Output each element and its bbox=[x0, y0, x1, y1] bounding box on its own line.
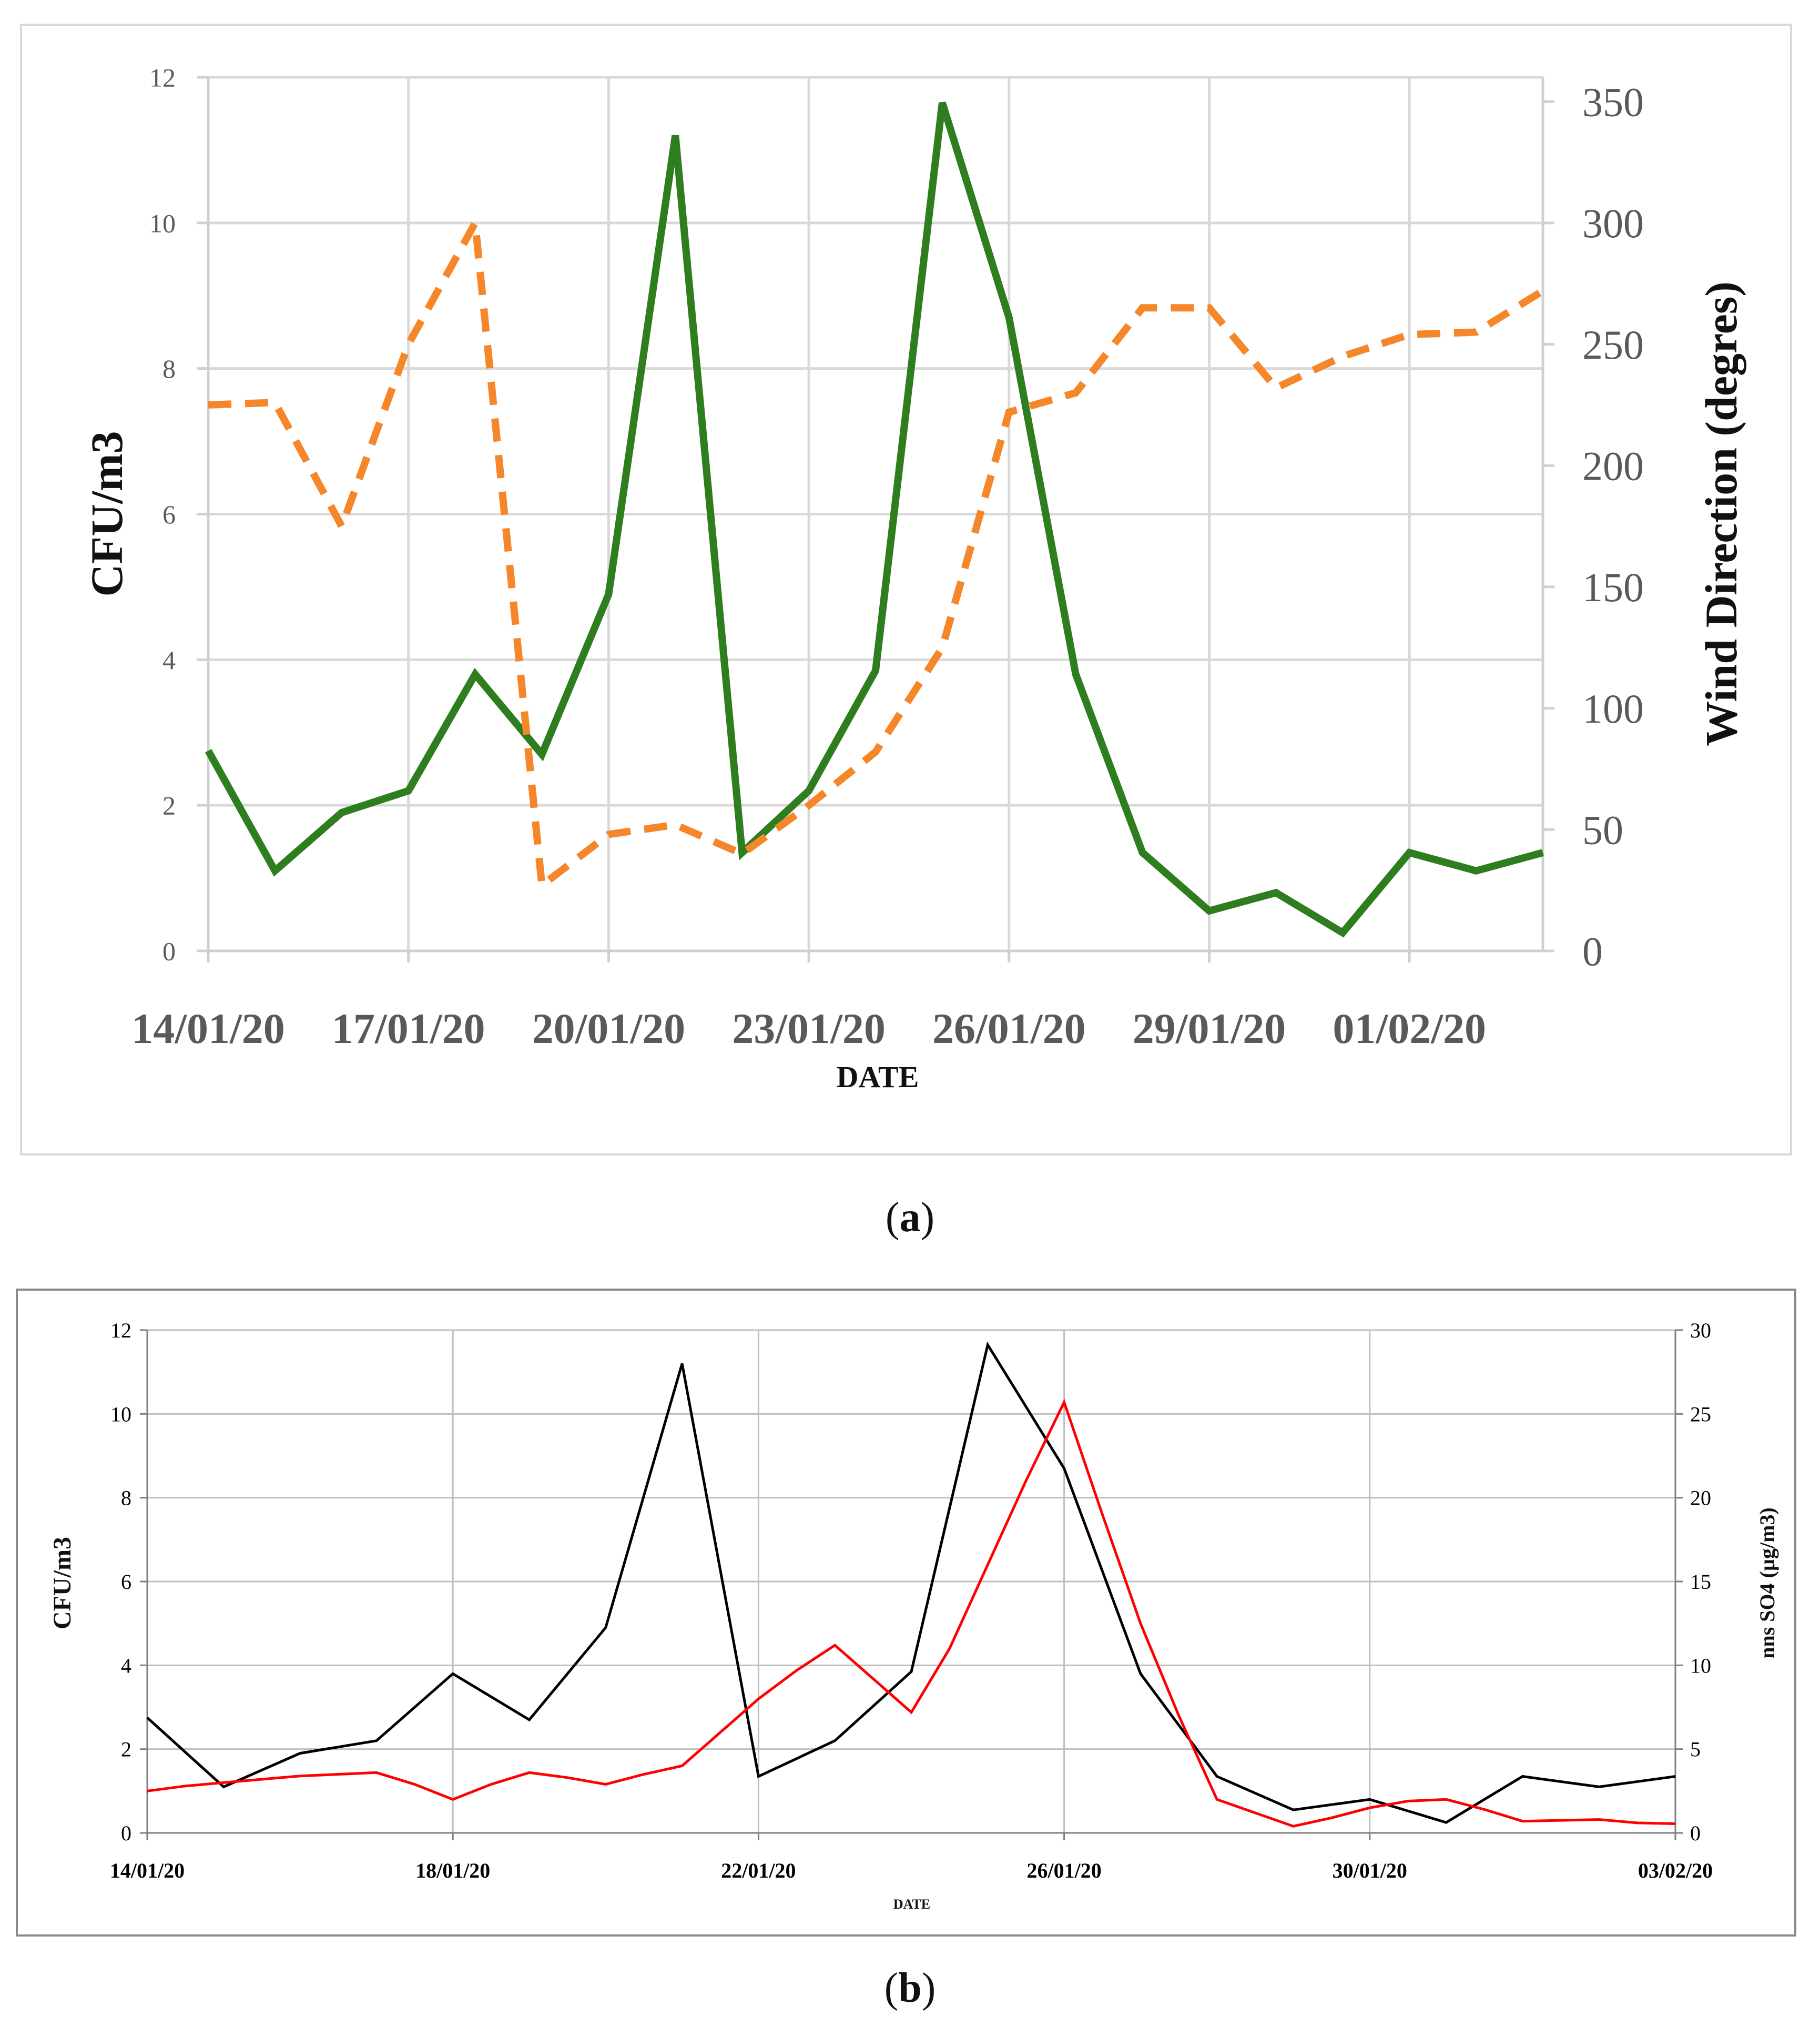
y2-tick-label: 300 bbox=[1582, 200, 1644, 246]
y-tick-label: 12 bbox=[110, 1319, 131, 1342]
y2-tick-label: 350 bbox=[1582, 79, 1644, 125]
caption-b: (b) bbox=[884, 1965, 936, 2011]
x-tick-label: 29/01/20 bbox=[1133, 1005, 1286, 1052]
y2-tick-label: 250 bbox=[1582, 322, 1644, 368]
y-tick-label: 6 bbox=[162, 500, 176, 529]
series-line-left bbox=[146, 1341, 1676, 1824]
x-tick-label: 26/01/20 bbox=[1026, 1859, 1101, 1882]
y-tick-label: 8 bbox=[121, 1486, 131, 1510]
x-axis-title: DATE bbox=[893, 1897, 930, 1912]
y2-tick-label: 30 bbox=[1690, 1319, 1711, 1342]
x-tick-label: 23/01/20 bbox=[732, 1005, 886, 1052]
y-tick-label: 2 bbox=[121, 1738, 131, 1761]
y2-axis-title: Wind Direction (degres) bbox=[1696, 281, 1746, 746]
chart-b-svg: 0 2 4 6 8 10 12 0 5 10 15 20 25 30 14/01/20 18/01/20 22/… bbox=[48, 1319, 1779, 1912]
y-tick-label: 10 bbox=[110, 1402, 131, 1426]
y-tick-label: 10 bbox=[149, 208, 176, 238]
chart-a-svg: 0 2 4 6 8 10 12 0 50 100 150 200 250 300 350 14/01/20 17… bbox=[82, 63, 1746, 1094]
y2-tick-label: 0 bbox=[1582, 928, 1603, 974]
y2-tick-label: 100 bbox=[1582, 686, 1644, 732]
x-tick-label: 20/01/20 bbox=[532, 1005, 686, 1052]
chart-panel-b: 0 2 4 6 8 10 12 0 5 10 15 20 25 30 14/01/20 18/01/20 22/… bbox=[16, 1289, 1796, 1937]
y-tick-label: 12 bbox=[149, 63, 176, 93]
chart-panel-a: 0 2 4 6 8 10 12 0 50 100 150 200 250 300 350 14/01/20 17… bbox=[20, 24, 1792, 1156]
y2-tick-label: 150 bbox=[1582, 564, 1644, 610]
y2-tick-label: 15 bbox=[1690, 1570, 1711, 1594]
y2-tick-label: 50 bbox=[1582, 807, 1623, 853]
x-tick-label: 03/02/20 bbox=[1638, 1859, 1713, 1882]
y2-axis-title: nns SO4 (µg/m3) bbox=[1755, 1507, 1779, 1659]
y-tick-label: 2 bbox=[162, 791, 176, 820]
y-axis-title: CFU/m3 bbox=[82, 431, 132, 596]
y2-tick-label: 25 bbox=[1690, 1402, 1711, 1426]
x-tick-label: 30/01/20 bbox=[1333, 1859, 1407, 1882]
y2-tick-label: 200 bbox=[1582, 443, 1644, 489]
x-tick-label: 14/01/20 bbox=[110, 1859, 185, 1882]
y2-tick-label: 5 bbox=[1690, 1738, 1701, 1761]
y2-tick-label: 0 bbox=[1690, 1821, 1701, 1845]
y-tick-label: 8 bbox=[162, 354, 176, 383]
y-tick-label: 0 bbox=[121, 1821, 131, 1845]
series-line-right bbox=[147, 1398, 1676, 1828]
x-tick-label: 14/01/20 bbox=[131, 1005, 285, 1052]
y2-tick-label: 10 bbox=[1690, 1654, 1711, 1677]
x-axis-title: DATE bbox=[837, 1060, 919, 1094]
y-axis-title: CFU/m3 bbox=[48, 1537, 76, 1629]
x-tick-label: 01/02/20 bbox=[1333, 1005, 1486, 1052]
x-tick-label: 22/01/20 bbox=[721, 1859, 796, 1882]
y2-tick-label: 20 bbox=[1690, 1486, 1711, 1510]
y-tick-label: 0 bbox=[162, 937, 176, 966]
y-tick-label: 4 bbox=[121, 1654, 131, 1677]
y-tick-label: 4 bbox=[162, 645, 176, 675]
y-tick-label: 6 bbox=[121, 1570, 131, 1594]
x-tick-label: 17/01/20 bbox=[332, 1005, 485, 1052]
x-tick-label: 26/01/20 bbox=[932, 1005, 1086, 1052]
caption-a: (a) bbox=[885, 1194, 935, 1241]
x-tick-label: 18/01/20 bbox=[415, 1859, 490, 1882]
